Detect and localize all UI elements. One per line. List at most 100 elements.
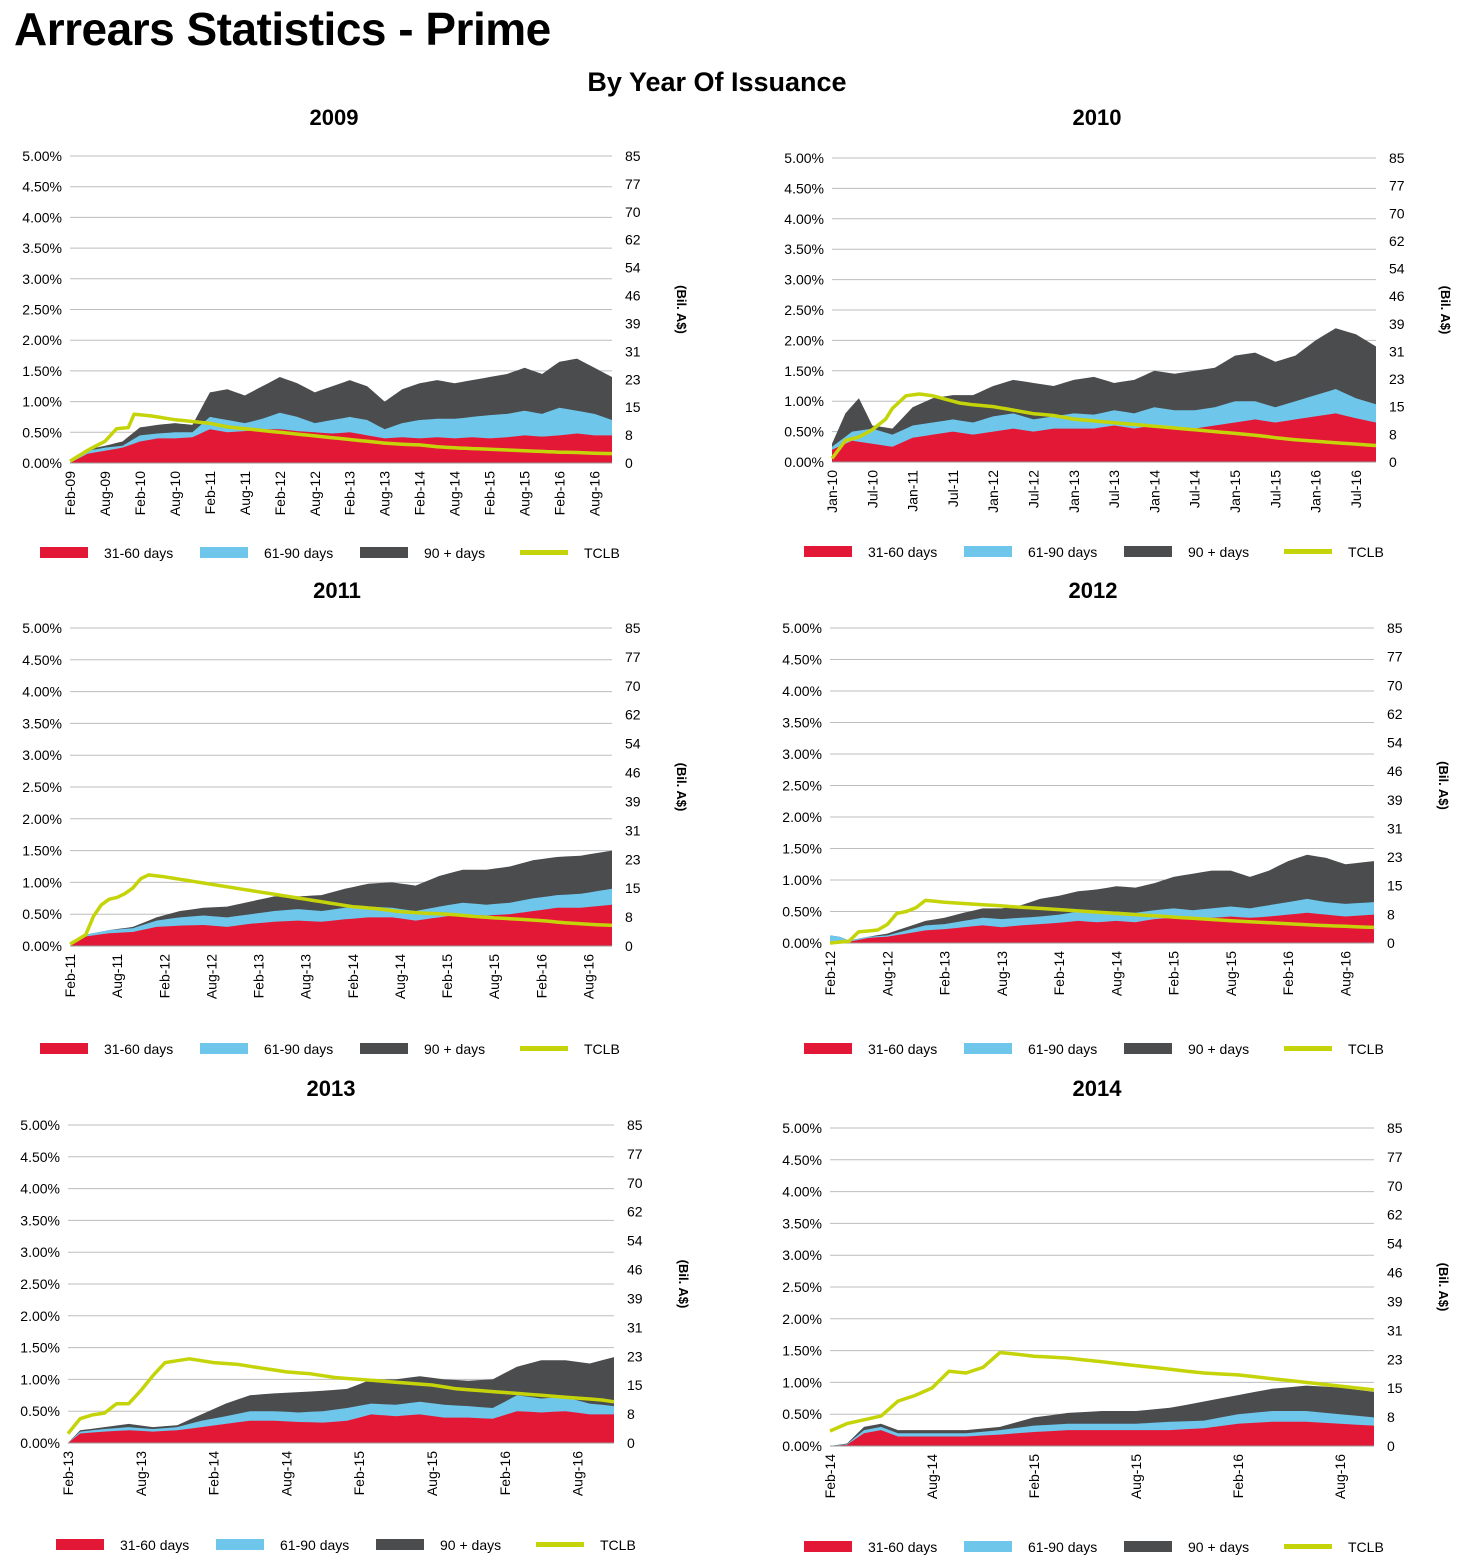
y-tick-label: 4.00% [782,1184,822,1200]
y2-tick-label: 39 [1387,1293,1403,1309]
legend-label: TCLB [600,1537,636,1553]
y-tick-label: 3.50% [22,240,62,256]
y-tick-label: 2.00% [22,332,62,348]
y2-tick-label: 46 [627,1262,643,1278]
y2-tick-label: 31 [625,822,641,838]
y2-tick-label: 23 [625,851,641,867]
x-tick-label: Feb-16 [497,1451,513,1496]
y2-tick-label: 0 [625,938,633,954]
tclb-line [69,873,613,946]
legend-label: 31-60 days [868,544,938,560]
y-tick-label: 0.00% [22,938,62,954]
x-tick-label: Aug-14 [1108,951,1124,996]
legend-label: 61-90 days [1028,544,1098,560]
y2-tick-label: 46 [625,765,641,781]
legend-swatch [56,1539,104,1550]
legend-swatch [520,1046,568,1051]
legend-label: TCLB [1348,1041,1384,1057]
y-tick-label: 0.50% [22,424,62,440]
y2-tick-label: 15 [625,399,641,415]
y2-tick-label: 77 [625,176,641,192]
y2-tick-label: 70 [625,678,641,694]
y2-tick-label: 31 [625,343,641,359]
legend-label: 90 + days [1188,1041,1250,1057]
y-tick-label: 3.00% [782,746,822,762]
legend-label: TCLB [1348,1539,1384,1555]
y2-axis-label: (Bil. A$) [1436,761,1451,810]
x-tick-label: Feb-14 [206,1451,222,1496]
y-tick-label: 2.00% [784,332,824,348]
y-tick-label: 1.00% [20,1371,60,1387]
y-tick-label: 2.00% [20,1308,60,1324]
y2-tick-label: 62 [625,707,641,723]
legend-swatch [804,1541,852,1552]
x-tick-label: Aug-13 [133,1451,149,1496]
y2-tick-label: 85 [625,148,641,164]
x-tick-label: Feb-15 [439,954,455,999]
tclb-line [66,1357,615,1435]
area-31-60 [68,1411,614,1443]
y2-tick-label: 85 [1387,1120,1403,1136]
y2-tick-label: 8 [625,909,633,925]
x-tick-label: Feb-13 [60,1451,76,1496]
y-tick-label: 3.50% [782,1215,822,1231]
y2-axis-label: (Bil. A$) [1436,1263,1451,1312]
legend-swatch [40,1043,88,1054]
x-tick-label: Jan-12 [985,470,1001,513]
legend-swatch [40,547,88,558]
x-tick-label: Jul-15 [1267,470,1283,508]
y-tick-label: 3.50% [784,241,824,257]
y-tick-label: 4.00% [782,683,822,699]
legend-swatch [1284,549,1332,554]
y-tick-label: 4.50% [20,1149,60,1165]
x-tick-label: Aug-16 [587,471,603,516]
y2-tick-label: 8 [625,427,633,443]
y-tick-label: 2.50% [22,779,62,795]
y-tick-label: 1.00% [782,1374,822,1390]
chart-panel-2013: 2013 0.00% 0.50% 1.00% 1.50% 2.00% 2.50% 3.00%… [0,1076,730,1561]
x-tick-label: Aug-15 [486,954,502,999]
legend-label: 31-60 days [868,1539,938,1555]
y-tick-label: 0.00% [22,455,62,471]
legend-label: 31-60 days [104,1041,174,1057]
x-tick-label: Aug-15 [424,1451,440,1496]
y-tick-label: 0.00% [784,454,824,470]
legend-swatch [200,547,248,558]
y2-tick-label: 8 [1389,426,1397,442]
y-tick-label: 5.00% [20,1117,60,1133]
chart-title: 2010 [1072,105,1122,130]
x-tick-label: Aug-13 [298,954,314,999]
y2-tick-label: 85 [1389,150,1405,166]
x-tick-label: Jul-13 [1106,470,1122,508]
x-tick-label: Feb-13 [937,951,953,996]
x-tick-label: Feb-11 [202,471,218,515]
x-tick-label: Aug-10 [167,471,183,516]
y-tick-label: 3.00% [22,271,62,287]
legend-label: 31-60 days [868,1041,938,1057]
legend-label: TCLB [584,1041,620,1057]
x-tick-label: Jul-16 [1348,470,1364,508]
y2-tick-label: 39 [1389,316,1405,332]
x-tick-label: Feb-14 [1051,951,1067,996]
legend-label: 90 + days [1188,1539,1250,1555]
tclb-line [69,412,613,463]
y2-tick-label: 46 [625,288,641,304]
y2-tick-label: 70 [625,204,641,220]
y2-tick-label: 15 [1387,1380,1403,1396]
tclb-line [830,392,1377,460]
legend-swatch [964,546,1012,557]
x-tick-label: Aug-11 [109,954,125,998]
y-tick-label: 5.00% [782,620,822,636]
y-tick-label: 1.00% [22,874,62,890]
y-tick-label: 2.50% [20,1276,60,1292]
y-tick-label: 4.50% [22,179,62,195]
y-tick-label: 1.50% [20,1340,60,1356]
x-tick-label: Aug-16 [1337,951,1353,996]
legend-swatch [1124,546,1172,557]
x-tick-label: Feb-15 [482,471,498,516]
y2-tick-label: 15 [1387,878,1403,894]
legend-swatch [964,1541,1012,1552]
y2-tick-label: 77 [627,1146,643,1162]
chart-svg: 0.00% 0.50% 1.00% 1.50% 2.00% 2.50% 3.00% 3.50%… [22,620,689,999]
legend-swatch [536,1542,584,1547]
